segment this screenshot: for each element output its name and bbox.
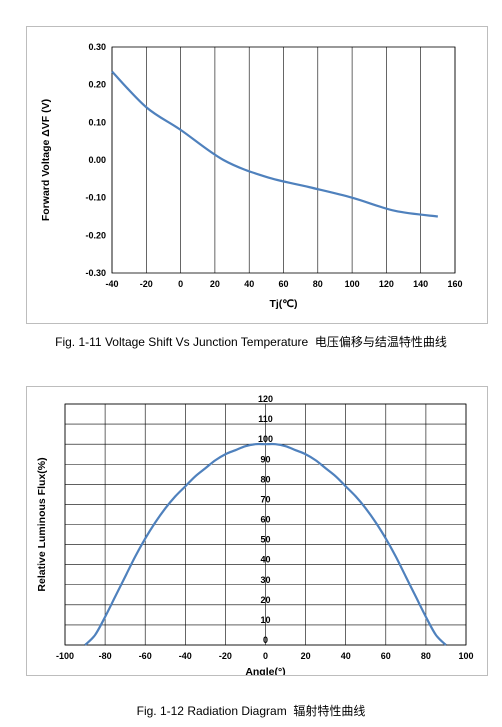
y-tick-label: 80 [260, 474, 270, 484]
figure-caption-radiation: Fig. 1-12 Radiation Diagram 辐射特性曲线 [0, 702, 502, 719]
x-tick-label: 120 [379, 279, 394, 289]
y-tick-label: -0.30 [85, 268, 106, 278]
x-tick-label: -80 [99, 651, 112, 661]
series-line [111, 70, 438, 218]
radiation-diagram-chart: -100 -80 -60 -40 -20 0 20 40 60 80 100120110100908… [36, 394, 474, 678]
y-tick-label: 60 [260, 515, 270, 525]
x-tick-label: 20 [301, 651, 311, 661]
x-tick-label: 100 [345, 279, 360, 289]
voltage-shift-chart: -40 -20 0 20 40 60 80 100 120 140 160 0.30 0.20 0.10 0… [40, 42, 463, 310]
x-tick-label: -100 [56, 651, 74, 661]
y-tick-label: 0 [263, 635, 268, 645]
x-tick-label: 40 [341, 651, 351, 661]
x-tick-label: -20 [219, 651, 232, 661]
y-axis-title: Relative Luminous Flux(%) [36, 457, 48, 591]
x-tick-label: -40 [179, 651, 192, 661]
y-tick-label: 120 [258, 394, 273, 404]
caption-chinese: 电压偏移与结温特性曲线 [314, 335, 447, 349]
x-tick-label: 140 [413, 279, 428, 289]
x-tick-label: 0 [263, 651, 268, 661]
y-tick-label: 50 [260, 535, 270, 545]
y-tick-label: 0.00 [88, 155, 106, 165]
x-axis-title: Tj(℃) [269, 298, 297, 310]
y-axis-title: Forward Voltage ΔVF (V) [40, 99, 52, 221]
series-line [84, 442, 447, 646]
x-tick-label: -60 [139, 651, 152, 661]
figure-caption-voltage-shift: Fig. 1-11 Voltage Shift Vs Junction Temp… [0, 333, 502, 350]
y-tick-label: 100 [258, 434, 273, 444]
plot-area-border [111, 46, 456, 274]
x-tick-label: 80 [313, 279, 323, 289]
y-tick-label: 0.10 [88, 117, 106, 127]
chart-panel-radiation: -100 -80 -60 -40 -20 0 20 40 60 80 100 120 110 100 90 8… [26, 386, 488, 678]
x-tick-label: 60 [278, 279, 288, 289]
y-tick-label: 30 [260, 575, 270, 585]
x-tick-label: 0 [178, 279, 183, 289]
x-tick-label: -20 [140, 279, 153, 289]
caption-chinese: 辐射特性曲线 [293, 704, 366, 718]
x-tick-label: 40 [244, 279, 254, 289]
x-tick-label: 160 [447, 279, 462, 289]
y-tick-label: 40 [260, 555, 270, 565]
y-tick-label: 0.30 [88, 42, 106, 52]
x-axis-title: Angle(°) [245, 666, 285, 675]
caption-text: Radiation Diagram [187, 704, 287, 718]
x-tick-label: 80 [421, 651, 431, 661]
y-tick-label: 0.20 [88, 80, 106, 90]
caption-label: Fig. 1-12 [136, 704, 184, 718]
x-tick-label: 60 [381, 651, 391, 661]
y-tick-label: -0.10 [85, 193, 106, 203]
y-tick-label: 20 [260, 595, 270, 605]
y-tick-label: 10 [260, 615, 270, 625]
caption-text: Voltage Shift Vs Junction Temperature [104, 335, 309, 349]
x-tick-label: -40 [105, 279, 118, 289]
x-tick-label: 100 [458, 651, 473, 661]
x-tick-label: 20 [210, 279, 220, 289]
y-tick-label: 70 [260, 494, 270, 504]
y-tick-label: -0.20 [85, 230, 106, 240]
y-tick-label: 90 [260, 454, 270, 464]
y-tick-label: 110 [258, 414, 273, 424]
chart-panel-voltage-shift: -40 -20 0 20 40 60 80 100 120 140 160 0.30 0.20 0.10 0… [26, 26, 488, 324]
plot-area-border [64, 403, 467, 646]
caption-label: Fig. 1-11 [55, 335, 102, 349]
